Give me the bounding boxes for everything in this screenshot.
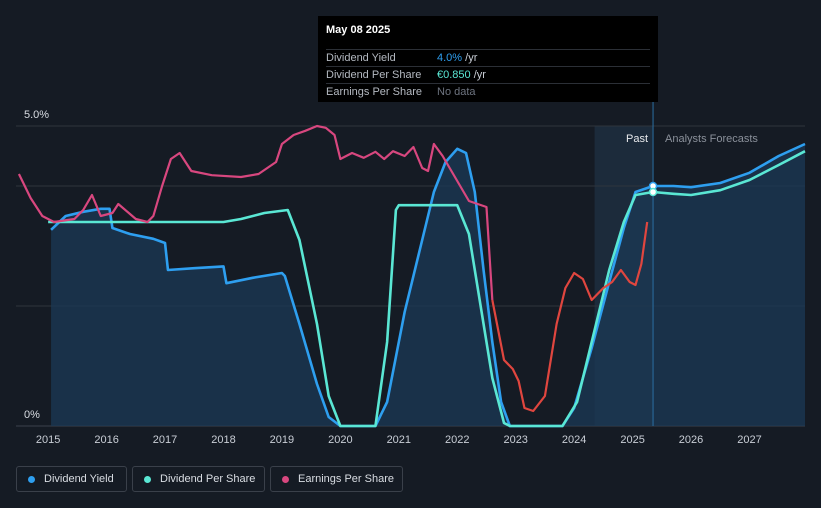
forecast-label: Analysts Forecasts — [665, 133, 758, 145]
legend-earnings-per-share[interactable]: Earnings Per Share — [270, 466, 403, 492]
legend-dividend-per-share[interactable]: Dividend Per Share — [132, 466, 265, 492]
legend-label: Dividend Yield — [44, 473, 114, 485]
yield-area — [51, 144, 806, 426]
x-tick-label: 2018 — [211, 434, 235, 446]
legend-label: Dividend Per Share — [160, 473, 256, 485]
marker-layer — [648, 181, 658, 197]
tooltip-row-dps: Dividend Per Share €0.850 /yr — [326, 66, 650, 84]
legend-dot-icon — [282, 476, 289, 483]
tooltip-row-yield: Dividend Yield 4.0% /yr — [326, 49, 650, 67]
x-tick-label: 2016 — [94, 434, 118, 446]
x-tick-label: 2017 — [153, 434, 177, 446]
x-tick-label: 2019 — [270, 434, 294, 446]
eps-line — [17, 124, 494, 301]
tooltip-label: Earnings Per Share — [326, 86, 422, 98]
tooltip-value: 4.0% — [437, 52, 463, 64]
x-tick-label: 2025 — [620, 434, 644, 446]
tooltip: May 08 2025 Dividend Yield 4.0% /yr Divi… — [318, 16, 658, 102]
tooltip-date: May 08 2025 — [326, 24, 391, 36]
tooltip-label: Dividend Per Share — [326, 69, 422, 81]
tooltip-value: €0.850 — [437, 69, 471, 81]
tooltip-unit: /yr — [470, 69, 486, 81]
x-tick-label: 2020 — [328, 434, 352, 446]
x-tick-label: 2022 — [445, 434, 469, 446]
legend-dividend-yield[interactable]: Dividend Yield — [16, 466, 127, 492]
x-tick-label: 2023 — [503, 434, 527, 446]
tooltip-label: Dividend Yield — [326, 52, 396, 64]
x-tick-label: 2024 — [562, 434, 586, 446]
eps-line-recent — [491, 221, 649, 413]
area-layer — [51, 144, 806, 426]
line-layer — [17, 124, 806, 428]
tooltip-unit: /yr — [462, 52, 478, 64]
tooltip-row-eps: Earnings Per Share No data — [326, 83, 650, 101]
dps-marker — [648, 187, 658, 197]
legend-dot-icon — [144, 476, 151, 483]
tooltip-value: No data — [437, 86, 476, 98]
past-label: Past — [626, 133, 648, 145]
legend-label: Earnings Per Share — [298, 473, 394, 485]
dps-line — [48, 150, 806, 428]
x-tick-label: 2027 — [737, 434, 761, 446]
x-axis: 2015 2016 2017 2018 2019 2020 2021 2022 2023 2024… — [36, 434, 762, 446]
legend-dot-icon — [28, 476, 35, 483]
y-tick-top: 5.0% — [24, 109, 49, 121]
x-tick-label: 2026 — [679, 434, 703, 446]
x-tick-label: 2015 — [36, 434, 60, 446]
x-tick-label: 2021 — [387, 434, 411, 446]
y-tick-bottom: 0% — [24, 409, 40, 421]
